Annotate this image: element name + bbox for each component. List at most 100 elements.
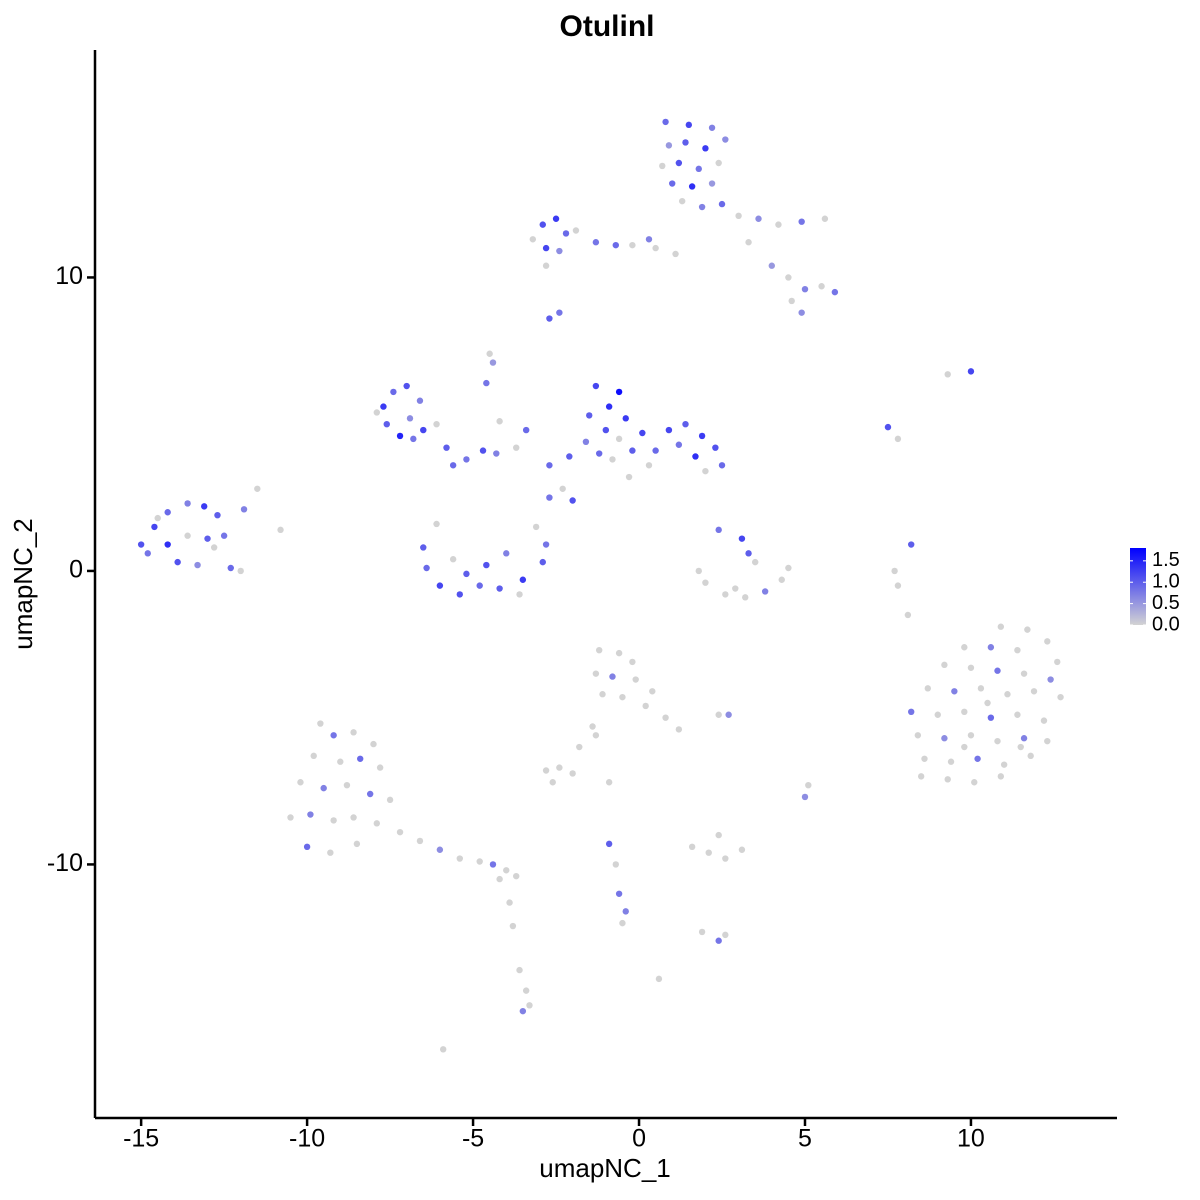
y-tick-label: -10	[47, 849, 83, 877]
point	[705, 849, 712, 856]
point	[722, 855, 729, 862]
point	[556, 764, 563, 771]
x-tick-label: -5	[462, 1125, 484, 1153]
point	[682, 139, 689, 146]
point	[732, 585, 739, 592]
point	[801, 793, 809, 801]
x-tick-label: 10	[957, 1125, 985, 1153]
point	[961, 743, 968, 751]
point	[1030, 688, 1038, 695]
colorbar-tick-label: 1.5	[1152, 549, 1180, 571]
point	[605, 403, 613, 410]
colorbar-tick-label: 0.5	[1152, 592, 1180, 614]
point	[539, 558, 546, 566]
point	[420, 544, 427, 551]
point	[436, 846, 444, 853]
point	[184, 500, 191, 507]
point	[619, 919, 626, 927]
point	[522, 987, 530, 994]
point	[917, 773, 925, 780]
point	[702, 467, 709, 475]
point	[688, 843, 696, 851]
point	[971, 779, 978, 786]
point	[337, 758, 344, 765]
point	[449, 462, 457, 469]
point	[738, 535, 746, 542]
point	[941, 735, 948, 742]
point	[742, 594, 749, 601]
point	[785, 564, 792, 572]
point	[675, 726, 683, 733]
point	[805, 781, 812, 789]
point	[486, 350, 493, 357]
point	[330, 732, 337, 739]
point	[921, 755, 928, 762]
point	[423, 564, 430, 572]
point	[997, 623, 1005, 630]
y-axis-label: umapNC_2	[8, 518, 38, 650]
point	[894, 435, 902, 443]
point	[639, 429, 646, 437]
point	[1014, 646, 1021, 654]
point	[489, 861, 497, 868]
point	[951, 688, 958, 695]
point	[698, 432, 706, 440]
point	[642, 702, 649, 710]
point	[692, 453, 699, 460]
point	[698, 928, 706, 936]
point	[595, 646, 603, 654]
point	[483, 379, 490, 387]
point	[556, 247, 563, 255]
point	[619, 693, 626, 701]
point	[1044, 737, 1051, 745]
point	[254, 485, 261, 492]
point	[755, 215, 762, 222]
point	[562, 230, 570, 237]
point	[317, 720, 324, 727]
point	[307, 811, 314, 818]
point	[433, 520, 440, 528]
point	[320, 784, 327, 792]
point	[353, 840, 361, 848]
point	[542, 262, 550, 269]
point	[941, 661, 948, 669]
point	[629, 658, 636, 666]
point	[589, 723, 596, 730]
x-tick-label: 0	[632, 1125, 646, 1153]
x-axis-label: umapNC_1	[539, 1153, 671, 1183]
point	[987, 714, 995, 721]
point	[592, 732, 600, 739]
point	[997, 773, 1005, 780]
point	[373, 820, 381, 827]
point	[645, 236, 653, 243]
point	[549, 779, 556, 786]
point	[396, 432, 404, 440]
point	[738, 846, 746, 853]
point	[722, 136, 729, 143]
y-tick-label: 10	[55, 262, 83, 290]
point	[592, 382, 600, 390]
point	[287, 814, 294, 821]
point	[201, 503, 208, 510]
point	[745, 550, 752, 557]
point	[456, 591, 463, 598]
point	[768, 262, 775, 269]
point	[572, 227, 580, 234]
y-tick-label: 0	[69, 556, 83, 584]
point	[678, 197, 686, 205]
point	[712, 444, 719, 451]
point	[552, 215, 560, 222]
point	[542, 767, 550, 774]
point	[220, 532, 228, 539]
point	[154, 514, 161, 522]
point	[376, 764, 384, 771]
point	[775, 221, 782, 228]
point	[908, 541, 915, 548]
point	[944, 371, 951, 378]
point	[894, 582, 902, 589]
point	[503, 550, 510, 557]
point	[390, 388, 397, 396]
point	[350, 814, 357, 821]
point	[443, 444, 450, 451]
point	[688, 183, 696, 190]
